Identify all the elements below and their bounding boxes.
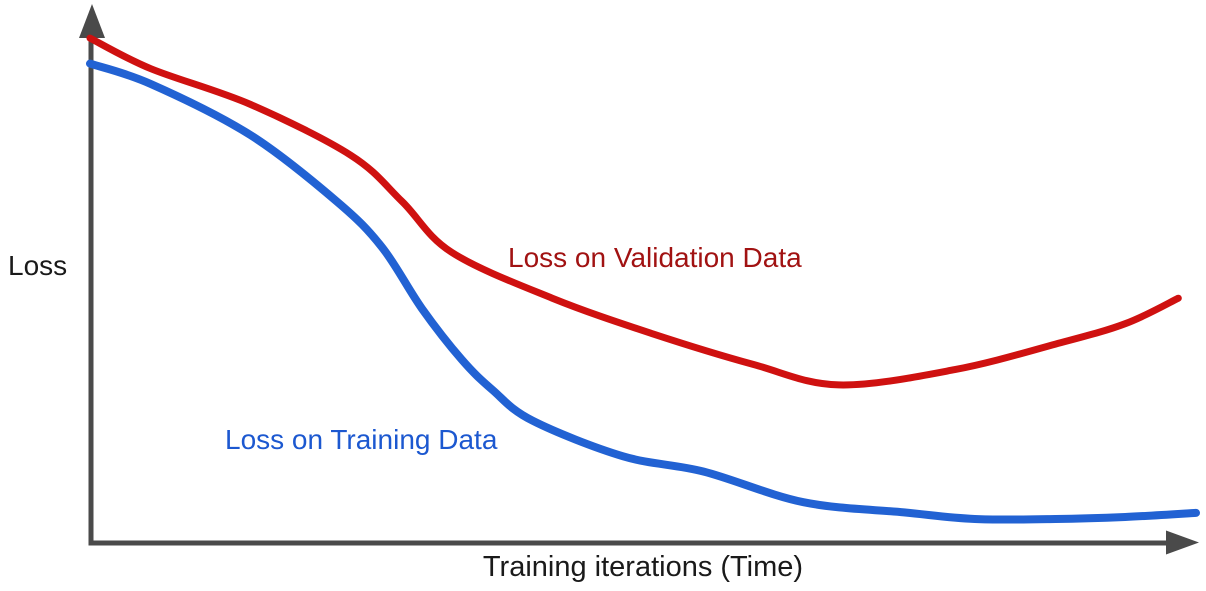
- training-loss-curve: [86, 59, 1200, 524]
- y-axis-label: Loss: [8, 250, 68, 281]
- x-axis-arrowhead-icon: [1166, 530, 1199, 555]
- y-axis-arrowhead-icon: [79, 4, 105, 38]
- validation-loss-curve: [86, 34, 1182, 389]
- validation-curve-label: Loss on Validation Data: [508, 242, 802, 273]
- training-curve-label: Loss on Training Data: [225, 424, 498, 455]
- x-axis-label: Training iterations (Time): [482, 551, 804, 583]
